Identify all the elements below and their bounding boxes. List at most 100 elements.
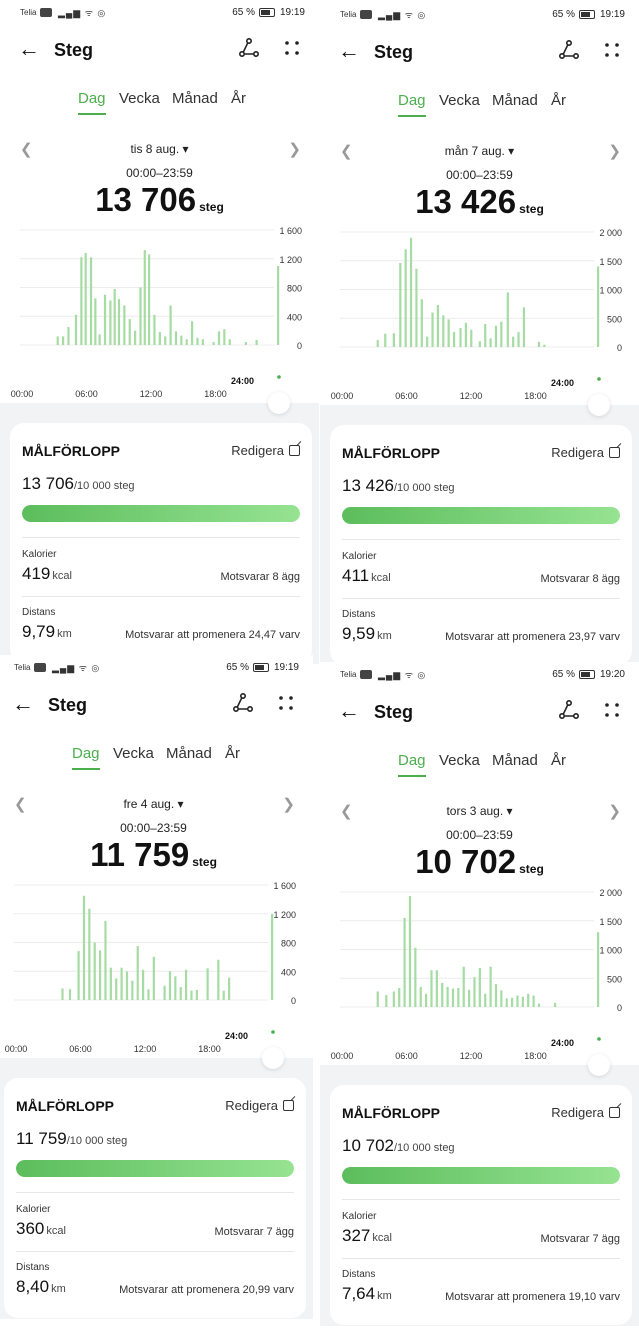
tab-month[interactable]: Månad [492,92,538,109]
edit-goal-button[interactable]: Redigera [231,443,300,458]
share-icon[interactable] [557,698,581,722]
divider [16,1192,294,1193]
calories-label: Kalorier [16,1204,51,1215]
share-icon[interactable] [557,38,581,62]
tab-week[interactable]: Vecka [439,752,480,769]
chevron-left-icon[interactable]: ❮ [340,803,353,820]
now-marker [271,1030,275,1034]
step-bar [136,946,139,1000]
calories-number: 419 [22,564,51,583]
chevron-left-icon[interactable]: ❮ [14,796,27,813]
step-bar [505,998,508,1007]
chevron-right-icon[interactable]: ❯ [608,803,621,820]
step-bar [164,336,167,345]
distance-value: 8,40 km [16,1277,66,1297]
tab-day[interactable]: Dag [398,752,426,777]
back-arrow-icon[interactable]: ← [12,691,34,716]
battery-percent: 65 % [232,7,255,18]
chevron-right-icon[interactable]: ❯ [288,141,301,158]
distance-equivalent: Motsvarar att promenera 24,47 varv [125,629,300,641]
tab-month[interactable]: Månad [166,745,212,762]
back-arrow-icon[interactable]: ← [338,38,360,63]
chart-scroll-handle[interactable] [268,392,290,414]
step-bar [478,967,481,1007]
step-bar [385,994,388,1007]
share-icon[interactable] [237,36,261,60]
chevron-left-icon[interactable]: ❮ [340,143,353,160]
date-selector[interactable]: fre 4 aug. ▾ [123,797,184,811]
tab-week[interactable]: Vecka [439,92,480,109]
tab-day[interactable]: Dag [398,92,426,117]
tab-year[interactable]: År [551,92,566,109]
date-selector[interactable]: tis 8 aug. ▾ [130,142,189,156]
step-bar [436,305,440,347]
more-dots-icon[interactable] [603,701,621,719]
status-bar: Telia ▂▄▆ ᯤ ◎ 65 % 19:19 [0,0,319,26]
tab-month[interactable]: Månad [172,90,218,107]
step-bar [543,344,546,347]
y-tick-label: 0 [617,1003,622,1013]
edit-goal-button[interactable]: Redigera [225,1098,294,1113]
period-tabs: Dag Vecka Månad År [0,90,319,120]
tab-week[interactable]: Vecka [113,745,154,762]
y-tick-label: 0 [297,341,302,351]
more-dots-icon[interactable] [283,39,301,57]
calories-value: 419 kcal [22,564,72,584]
step-bar [277,265,280,345]
chart-scroll-handle[interactable] [588,394,610,416]
goal-steps-value: 10 702 [342,1136,394,1155]
tab-year[interactable]: År [551,752,566,769]
step-bar [131,980,134,1000]
share-icon[interactable] [231,691,255,715]
step-bar [494,984,498,1007]
step-bar [109,300,112,345]
goal-heading: MÅLFÖRLOPP [22,443,120,459]
step-bar [169,305,172,345]
more-dots-icon[interactable] [603,41,621,59]
distance-value: 9,79 km [22,622,72,642]
chart-scroll-handle[interactable] [262,1047,284,1069]
date-selector[interactable]: tors 3 aug. ▾ [446,804,513,818]
tab-year[interactable]: År [225,745,240,762]
x-tick-label: 12:00 [134,1044,157,1054]
calories-number: 411 [342,566,370,585]
volte-badge-icon [34,663,46,672]
tab-month[interactable]: Månad [492,752,538,769]
tab-year[interactable]: År [231,90,246,107]
step-bar [554,1002,557,1007]
period-tabs: Dag Vecka Månad År [320,752,639,782]
step-bar [430,970,433,1007]
now-marker [597,377,601,381]
edit-goal-label: Redigera [551,445,604,460]
step-bar [163,985,166,1000]
x-tick-label: 00:00 [5,1044,28,1054]
edit-goal-button[interactable]: Redigera [551,1105,620,1120]
chevron-right-icon[interactable]: ❯ [282,796,295,813]
steps-day-panel: Telia ▂▄▆ ᯤ ◎ 65 % 19:19 ← Steg Dag Veck… [0,0,319,664]
tab-day[interactable]: Dag [78,90,106,115]
distance-unit: km [51,1283,66,1295]
back-arrow-icon[interactable]: ← [18,36,40,61]
chart-scroll-handle[interactable] [588,1054,610,1076]
tab-week[interactable]: Vecka [119,90,160,107]
goal-value: 10 702/10 000 steg [342,1136,455,1156]
edit-goal-button[interactable]: Redigera [551,445,620,460]
step-bar [462,966,465,1007]
date-selector[interactable]: mån 7 aug. ▾ [444,144,515,158]
tab-day[interactable]: Dag [72,745,100,770]
y-tick-label: 400 [281,967,296,977]
step-bar [174,331,178,345]
goal-progress-card: MÅLFÖRLOPP Redigera 10 702/10 000 steg K… [330,1085,632,1325]
step-bar [62,336,65,345]
x-tick-label: 18:00 [198,1044,221,1054]
goal-steps-value: 13 706 [22,474,74,493]
status-bar: Telia ▂▄▆ ᯤ ◎ 65 % 19:19 [0,655,313,681]
now-marker [277,375,281,379]
chevron-right-icon[interactable]: ❯ [608,143,621,160]
goal-heading: MÅLFÖRLOPP [342,1105,440,1121]
chevron-left-icon[interactable]: ❮ [20,141,33,158]
x-tick-label: 12:00 [460,1051,483,1061]
step-bar [408,896,412,1007]
more-dots-icon[interactable] [277,694,295,712]
back-arrow-icon[interactable]: ← [338,698,360,723]
